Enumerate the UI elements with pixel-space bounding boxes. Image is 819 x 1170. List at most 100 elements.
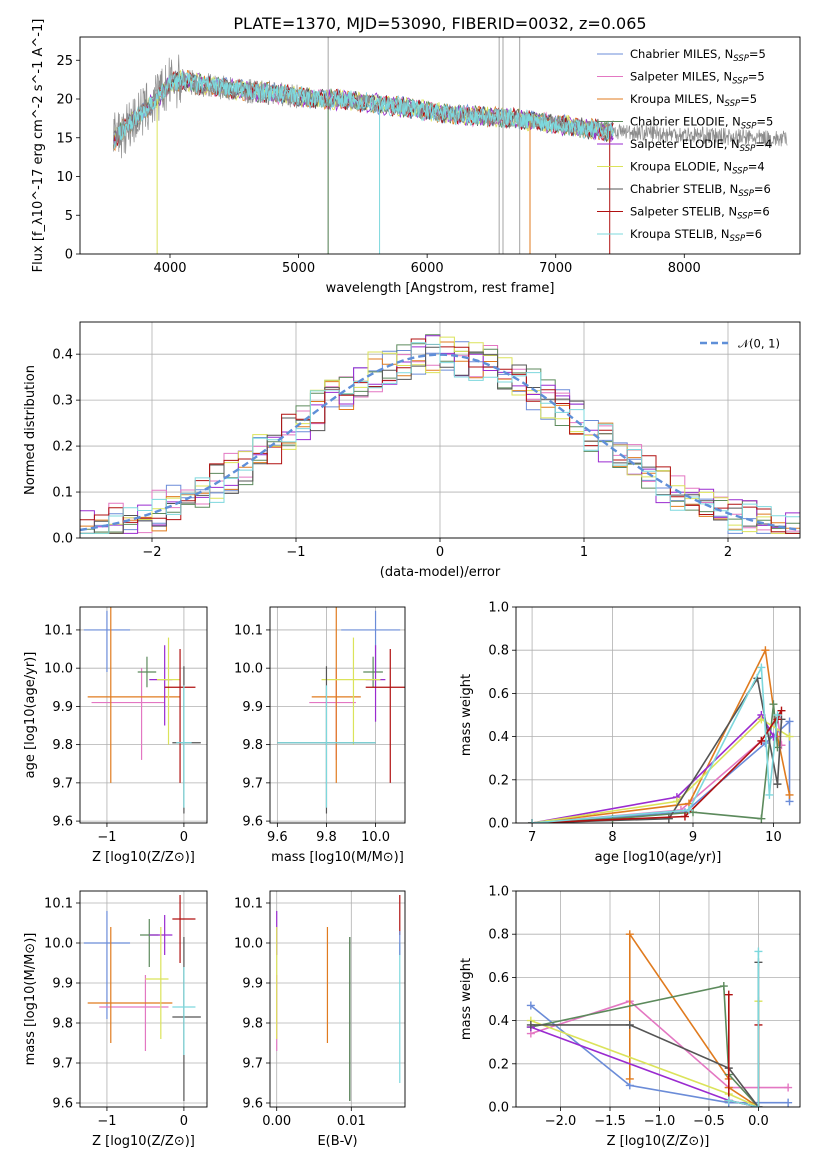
mass-weight-point — [784, 1098, 793, 1107]
mass-weight-point — [765, 790, 774, 799]
spectrum-panel: 4000 5000 6000 7000 8000 0 5 10 15 20 25 wavelength… — [31, 19, 801, 296]
y-tick-label: 0.1 — [52, 486, 73, 501]
x-tick-label: 6000 — [411, 261, 444, 276]
mass-weight-point — [680, 812, 689, 821]
x-axis-label: E(B-V) — [317, 1134, 357, 1149]
y-tick-label: 9.8 — [242, 1017, 263, 1032]
panels: 4000 5000 6000 7000 80000510152025wavelength… — [23, 19, 801, 1149]
y-tick-label: 10.1 — [44, 897, 73, 912]
y-tick-label: 0.4 — [488, 730, 509, 745]
mass-weight-line — [530, 1001, 760, 1107]
axes-frame — [515, 890, 801, 1108]
x-tick-label: 0 — [180, 830, 188, 845]
residual-histogram — [80, 342, 800, 538]
axes-frame — [79, 36, 801, 255]
y-tick-label: 0.8 — [488, 644, 509, 659]
mass-weight-point — [754, 947, 763, 956]
x-tick-label: 7000 — [539, 261, 572, 276]
mass-weight-point — [757, 814, 766, 823]
legend-label: Chabrier STELIB, NSSP=6 — [630, 182, 771, 199]
x-tick-label: 9.6 — [267, 830, 288, 845]
y-tick-label: 0.2 — [488, 1057, 509, 1072]
y-tick-label: 9.9 — [242, 700, 263, 715]
x-tick-label: −2 — [142, 545, 161, 560]
mass-weight-point — [773, 711, 782, 719]
x-axis-label: Z [log10(Z/Z⊙)] — [92, 850, 195, 865]
y-tick-label: 10 — [56, 170, 73, 185]
axes-frame — [79, 321, 801, 539]
x-tick-label: 0 — [436, 545, 444, 560]
y-tick-label: 5 — [65, 209, 73, 224]
legend-label: Chabrier MILES, NSSP=5 — [630, 47, 766, 64]
y-tick-label: 9.7 — [242, 776, 263, 791]
mass-weight-point — [784, 1083, 793, 1092]
y-axis-label: mass weight — [459, 674, 474, 756]
mass-weight-point — [754, 1103, 763, 1107]
mass-weight-point — [777, 706, 786, 715]
legend-label: Kroupa STELIB, NSSP=6 — [630, 227, 762, 244]
x-tick-label: 10 — [765, 830, 782, 845]
mass-weight-point — [526, 1020, 535, 1029]
model-spectrum-overlay — [118, 71, 615, 141]
x-tick-label: −1.0 — [644, 1114, 676, 1129]
mass-weight-point — [528, 819, 537, 823]
x-tick-label: 1 — [580, 545, 588, 560]
y-tick-label: 10.0 — [234, 937, 263, 952]
x-tick-label: 7 — [528, 830, 536, 845]
figure-title: PLATE=1370, MJD=53090, FIBERID=0032, z=0… — [233, 14, 646, 33]
mass-weight-point — [724, 990, 733, 999]
y-tick-label: 25 — [56, 54, 73, 69]
y-tick-label: 0.6 — [488, 687, 509, 702]
x-tick-label: 10.0 — [361, 830, 390, 845]
x-axis-label: Z [log10(Z/Z⊙)] — [92, 1134, 195, 1149]
x-tick-label: 8000 — [668, 261, 701, 276]
x-axis-label: Z [log10(Z/Z⊙)] — [607, 1134, 710, 1149]
model-spectrum — [113, 72, 614, 149]
x-tick-label: 8 — [608, 830, 616, 845]
gaussian-curve — [80, 353, 800, 532]
y-axis-label: mass weight — [459, 958, 474, 1040]
mass-weight-point — [785, 717, 794, 726]
y-axis-label: mass [log10(M/M⊙)] — [23, 933, 38, 1066]
y-tick-label: 0.0 — [488, 1101, 509, 1116]
mass-weight-point — [769, 732, 778, 741]
mass-weight-point — [625, 1074, 634, 1083]
x-axis-label: (data-model)/error — [380, 565, 501, 580]
y-tick-label: 10.1 — [44, 623, 73, 638]
y-tick-label: 1.0 — [488, 601, 509, 616]
y-tick-label: 0.0 — [52, 532, 73, 547]
mass-vs-ebv-panel: 0.00 0.01 9.6 9.7 9.8 9.9 10.0 10.1 E(B-V) — [234, 890, 406, 1149]
x-tick-label: 4000 — [153, 261, 186, 276]
x-tick-label: 0.0 — [748, 1114, 769, 1129]
x-tick-label: 0.01 — [337, 1114, 366, 1129]
mass-weight-point — [769, 700, 778, 709]
age-vs-z-panel: −1 0 9.6 9.7 9.8 9.9 10.0 10.1 Z [log10(Z/Z⊙)] ag… — [23, 606, 208, 865]
y-axis-label: Normed distribution — [23, 365, 38, 495]
x-tick-label: −0.5 — [693, 1114, 725, 1129]
y-tick-label: 0.4 — [52, 348, 73, 363]
mass-weight-point — [757, 663, 766, 672]
y-tick-label: 9.8 — [52, 1017, 73, 1032]
y-axis-label: Flux [f_λ10^-17 erg cm^-2 s^-1 A^-1] — [31, 19, 46, 273]
mass-weight-point — [785, 790, 794, 799]
y-tick-label: 10.0 — [234, 662, 263, 677]
x-tick-label: −1 — [286, 545, 305, 560]
y-axis-label: age [log10(age/yr)] — [23, 652, 38, 779]
y-tick-label: 9.7 — [242, 1057, 263, 1072]
mass-weight-line — [728, 951, 760, 1107]
x-axis-label: wavelength [Angstrom, rest frame] — [326, 281, 555, 296]
axes-frame — [79, 606, 208, 824]
x-tick-label: −1 — [97, 1114, 116, 1129]
y-tick-label: 1.0 — [488, 885, 509, 900]
y-tick-label: 0.2 — [488, 773, 509, 788]
axes-frame — [269, 606, 406, 824]
y-tick-label: 0.8 — [488, 928, 509, 943]
y-tick-label: 9.9 — [52, 700, 73, 715]
mass-weight-point — [526, 1001, 535, 1010]
y-tick-label: 0 — [65, 248, 73, 263]
y-tick-label: 9.7 — [52, 776, 73, 791]
axes-frame — [269, 890, 406, 1108]
y-tick-label: 20 — [56, 93, 73, 108]
x-tick-label: −2.0 — [545, 1114, 577, 1129]
mass-weight-vs-z-panel: −2.0 −1.5 −1.0 −0.5 0.0 0.0 0.2 0.4 0.6 0.8 1.0 Z [… — [459, 885, 801, 1149]
